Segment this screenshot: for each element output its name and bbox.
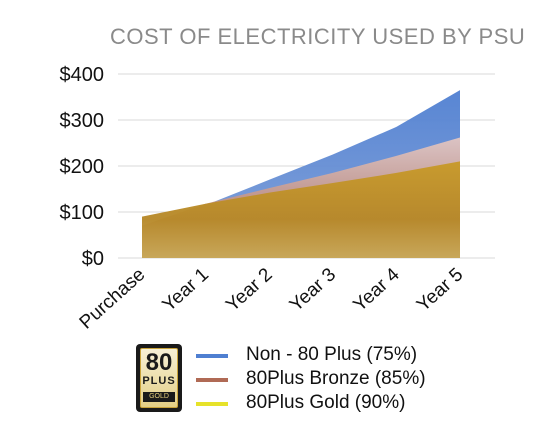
x-tick-label: Purchase (76, 264, 150, 333)
x-tick-label: Year 1 (159, 264, 213, 316)
legend-label: 80Plus Bronze (85%) (246, 368, 426, 389)
x-tick-label: Year 2 (222, 264, 276, 316)
x-tick-label: Year 3 (286, 264, 340, 316)
x-tick-label: Year 5 (413, 264, 467, 316)
y-tick-label: $100 (60, 202, 105, 224)
legend-swatch-gold (196, 402, 228, 406)
y-tick-label: $0 (82, 248, 104, 270)
legend-label: Non - 80 Plus (75%) (246, 344, 418, 365)
80plus-gold-badge: 80 PLUS GOLD (136, 344, 182, 412)
legend: 80 PLUS GOLD Non - 80 Plus (75%) 80Plus … (136, 342, 466, 418)
area-80plus-gold (142, 161, 460, 258)
x-tick-label: Year 4 (349, 264, 404, 316)
badge-number: 80 (145, 349, 173, 376)
badge-grade-text: GOLD (143, 392, 175, 402)
y-tick-label: $200 (60, 156, 105, 178)
y-tick-label: $400 (60, 64, 105, 86)
badge-plus-text: PLUS (142, 375, 176, 387)
legend-swatch-bronze (196, 378, 228, 382)
legend-label: 80Plus Gold (90%) (246, 392, 406, 413)
chart-title: COST OF ELECTRICITY USED BY PSU (110, 24, 526, 49)
legend-swatch-blue (196, 354, 228, 358)
y-tick-label: $300 (60, 110, 105, 132)
